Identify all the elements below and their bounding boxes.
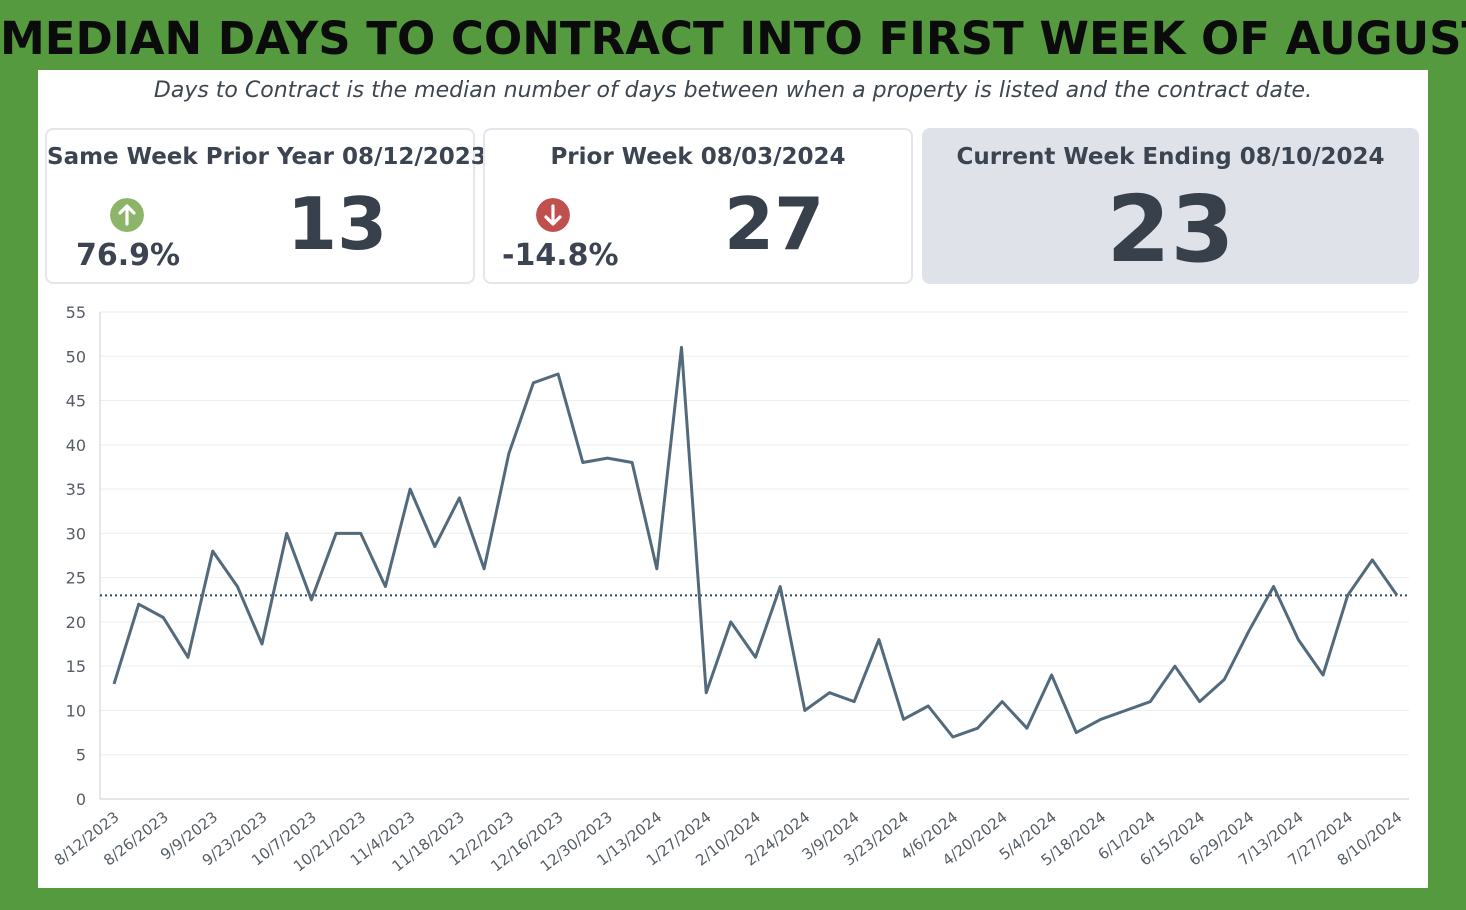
line-chart: 05101520253035404550558/12/20238/26/2023… — [51, 303, 1409, 875]
y-tick-label: 45 — [66, 392, 86, 411]
card-prior-year-title: Same Week Prior Year 08/12/2023 — [47, 144, 487, 170]
card-current-week: Current Week Ending 08/10/2024 23 — [922, 128, 1419, 284]
card-prior-week-value: 27 — [724, 182, 825, 266]
y-tick-label: 40 — [66, 436, 86, 455]
card-prior-week: Prior Week 08/03/2024 -14.8% 27 — [483, 128, 913, 284]
arrow-down-circle-icon — [536, 198, 570, 232]
arrow-up-circle-icon — [110, 198, 144, 232]
y-tick-label: 15 — [66, 657, 86, 676]
y-tick-label: 30 — [66, 524, 86, 543]
chart-panel: Days to Contract is the median number of… — [38, 70, 1428, 888]
card-prior-week-title: Prior Week 08/03/2024 — [550, 144, 846, 170]
y-tick-label: 10 — [66, 701, 86, 720]
subtitle: Days to Contract is the median number of… — [153, 78, 1313, 103]
card-current-week-value: 23 — [1106, 176, 1235, 283]
y-tick-label: 50 — [66, 347, 86, 366]
y-tick-label: 0 — [76, 790, 86, 809]
series-line — [112, 345, 1399, 739]
card-prior-year: Same Week Prior Year 08/12/2023 76.9% 13 — [45, 128, 487, 284]
card-prior-week-change: -14.8% — [502, 238, 619, 273]
y-tick-label: 20 — [66, 613, 86, 632]
y-tick-label: 35 — [66, 480, 86, 499]
y-tick-label: 25 — [66, 569, 86, 588]
y-tick-label: 55 — [66, 303, 86, 322]
headline-title: MEDIAN DAYS TO CONTRACT INTO FIRST WEEK … — [0, 12, 1466, 65]
y-tick-label: 5 — [76, 746, 86, 765]
card-prior-year-change: 76.9% — [76, 238, 181, 273]
card-prior-year-value: 13 — [287, 182, 388, 266]
card-current-week-title: Current Week Ending 08/10/2024 — [956, 144, 1385, 170]
